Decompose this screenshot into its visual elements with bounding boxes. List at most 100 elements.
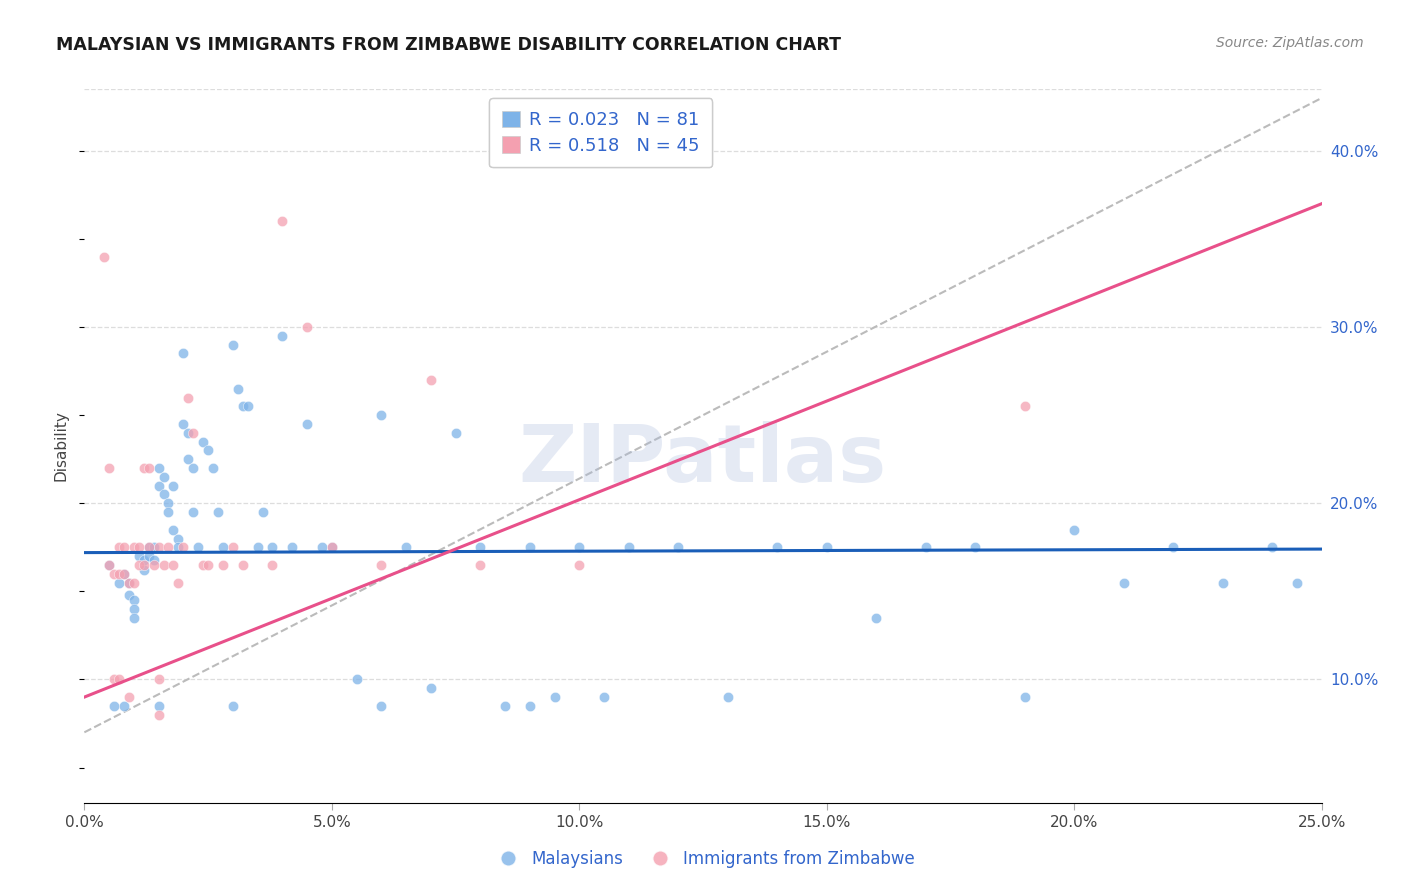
Point: [132, 563, 155, 577]
Point: [1014, 400, 1036, 414]
Point: [543, 690, 565, 704]
Point: [1112, 575, 1135, 590]
Point: [321, 541, 343, 555]
Point: [1285, 575, 1308, 590]
Point: [1261, 541, 1284, 555]
Point: [1014, 690, 1036, 704]
Point: [132, 552, 155, 566]
Point: [226, 382, 249, 396]
Point: [197, 558, 219, 572]
Point: [181, 425, 204, 440]
Point: [122, 593, 145, 607]
Point: [593, 690, 616, 704]
Point: [252, 505, 274, 519]
Point: [167, 541, 190, 555]
Point: [717, 690, 740, 704]
Point: [118, 575, 141, 590]
Point: [321, 541, 343, 555]
Point: [152, 470, 174, 484]
Point: [122, 541, 145, 555]
Point: [419, 681, 441, 696]
Legend: Malaysians, Immigrants from Zimbabwe: Malaysians, Immigrants from Zimbabwe: [485, 844, 921, 875]
Point: [148, 707, 170, 722]
Point: [142, 552, 165, 566]
Point: [181, 505, 204, 519]
Point: [395, 541, 418, 555]
Point: [162, 523, 184, 537]
Point: [162, 558, 184, 572]
Point: [122, 575, 145, 590]
Point: [162, 478, 184, 492]
Point: [172, 346, 194, 360]
Point: [246, 541, 269, 555]
Point: [236, 400, 259, 414]
Point: [122, 602, 145, 616]
Point: [965, 541, 987, 555]
Point: [108, 566, 131, 581]
Point: [167, 532, 190, 546]
Point: [617, 541, 640, 555]
Point: [157, 496, 180, 510]
Point: [128, 541, 150, 555]
Point: [152, 487, 174, 501]
Point: [1212, 575, 1234, 590]
Point: [122, 611, 145, 625]
Point: [197, 443, 219, 458]
Point: [172, 417, 194, 431]
Point: [181, 461, 204, 475]
Point: [132, 558, 155, 572]
Point: [295, 417, 318, 431]
Point: [444, 425, 467, 440]
Point: [103, 566, 125, 581]
Point: [93, 250, 115, 264]
Point: [865, 611, 887, 625]
Point: [202, 461, 225, 475]
Text: ZIPatlas: ZIPatlas: [519, 421, 887, 500]
Point: [766, 541, 789, 555]
Point: [262, 541, 284, 555]
Point: [118, 588, 141, 602]
Point: [177, 452, 200, 467]
Point: [167, 575, 190, 590]
Point: [191, 558, 214, 572]
Point: [207, 505, 229, 519]
Y-axis label: Disability: Disability: [53, 410, 69, 482]
Point: [152, 558, 174, 572]
Point: [419, 373, 441, 387]
Point: [222, 541, 245, 555]
Point: [138, 541, 160, 555]
Point: [148, 673, 170, 687]
Point: [1161, 541, 1184, 555]
Point: [98, 558, 121, 572]
Point: [914, 541, 936, 555]
Point: [157, 505, 180, 519]
Point: [281, 541, 304, 555]
Point: [142, 541, 165, 555]
Point: [346, 673, 368, 687]
Point: [148, 461, 170, 475]
Point: [138, 549, 160, 563]
Point: [222, 337, 245, 351]
Point: [108, 541, 131, 555]
Point: [519, 698, 541, 713]
Point: [128, 558, 150, 572]
Point: [112, 541, 135, 555]
Point: [311, 541, 333, 555]
Text: MALAYSIAN VS IMMIGRANTS FROM ZIMBABWE DISABILITY CORRELATION CHART: MALAYSIAN VS IMMIGRANTS FROM ZIMBABWE DI…: [56, 36, 841, 54]
Point: [187, 541, 209, 555]
Point: [222, 698, 245, 713]
Point: [103, 673, 125, 687]
Point: [118, 690, 141, 704]
Point: [132, 461, 155, 475]
Point: [666, 541, 689, 555]
Point: [568, 541, 591, 555]
Point: [172, 541, 194, 555]
Point: [157, 541, 180, 555]
Point: [108, 575, 131, 590]
Point: [138, 541, 160, 555]
Point: [232, 400, 254, 414]
Point: [295, 320, 318, 334]
Point: [815, 541, 838, 555]
Point: [103, 698, 125, 713]
Point: [232, 558, 254, 572]
